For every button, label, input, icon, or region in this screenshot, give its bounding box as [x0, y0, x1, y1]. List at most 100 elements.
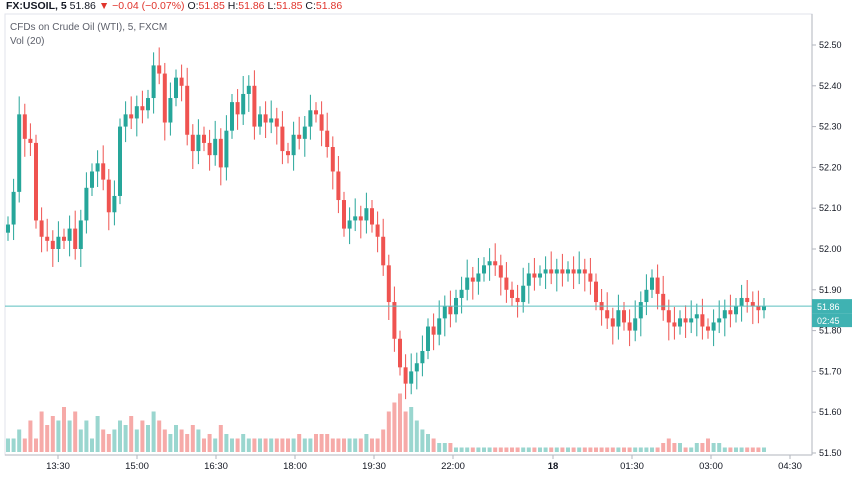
candle-body — [162, 73, 167, 123]
volume-bar — [319, 434, 324, 452]
candle-body — [577, 269, 582, 274]
volume-bar — [174, 425, 178, 452]
candle-body — [554, 269, 559, 274]
volume-bar — [370, 438, 374, 452]
volume-bar — [560, 447, 565, 452]
volume-bar — [263, 438, 268, 452]
candle-body — [319, 114, 324, 131]
volume-bar — [454, 447, 458, 452]
candle-body — [526, 273, 531, 286]
volume-bar — [594, 447, 598, 452]
volume-bar — [538, 447, 542, 452]
volume-bar — [683, 447, 688, 452]
volume-bar — [381, 429, 386, 452]
candle-body — [213, 138, 218, 156]
candle-body — [616, 310, 621, 327]
volume-bar — [689, 447, 694, 452]
candle-body — [263, 114, 268, 123]
volume-bar — [353, 438, 358, 452]
volume-bar — [644, 447, 649, 452]
volume-bar — [706, 438, 710, 452]
y-tick-label: 51.80 — [819, 326, 842, 336]
candle-body — [633, 318, 638, 331]
candle-body — [347, 220, 352, 229]
candle-body — [185, 85, 190, 135]
candle-body — [409, 371, 414, 384]
y-tick-label: 52.50 — [819, 40, 842, 50]
volume-bar — [470, 447, 475, 452]
candle-body — [487, 261, 492, 266]
volume-bar — [577, 447, 582, 452]
volume-bar — [218, 425, 223, 452]
candle-body — [297, 134, 302, 139]
candle-body — [538, 273, 542, 278]
volume-bar — [274, 438, 279, 452]
candle-body — [582, 269, 587, 274]
candle-body — [196, 134, 201, 152]
y-tick-label: 51.70 — [819, 366, 842, 376]
candle-body — [11, 191, 16, 225]
volume-bar — [526, 447, 531, 452]
volume-bar — [448, 443, 453, 452]
volume-bar — [45, 425, 50, 452]
volume-bar — [465, 447, 470, 452]
y-tick-label: 52.20 — [819, 162, 842, 172]
volume-bar — [543, 447, 548, 452]
candle-body — [745, 297, 750, 303]
candle-body — [364, 208, 369, 221]
low-value: 51.85 — [276, 0, 303, 12]
volume-bar — [190, 425, 195, 452]
last-price: 51.86 — [69, 0, 96, 12]
volume-bar — [252, 438, 257, 452]
candle-body — [358, 216, 363, 221]
volume-bar — [67, 420, 72, 452]
volume-bar — [185, 434, 190, 452]
candle-body — [532, 273, 537, 278]
candle-body — [661, 293, 666, 311]
volume-bar — [605, 447, 610, 452]
volume-bar — [151, 411, 156, 452]
candle-body — [694, 314, 699, 319]
volume-bar — [627, 447, 632, 452]
volume-bar — [241, 434, 246, 452]
volume-bar — [269, 438, 274, 452]
candle-body — [314, 110, 318, 115]
volume-bar — [554, 447, 559, 452]
volume-bar — [78, 429, 83, 452]
candle-body — [101, 163, 106, 180]
volume-bar — [638, 447, 643, 452]
volume-bar — [90, 438, 94, 452]
volume-bar — [739, 447, 744, 452]
candle-body — [39, 220, 44, 237]
candle-body — [280, 126, 285, 152]
volume-bar — [95, 416, 100, 452]
volume-bar — [196, 429, 201, 452]
candle-body — [392, 302, 397, 339]
volume-bar — [661, 443, 666, 452]
candle-body — [672, 322, 677, 327]
candle-body — [571, 269, 576, 274]
volume-bar — [633, 447, 638, 452]
candle-body — [84, 187, 89, 221]
volume-bar — [610, 447, 615, 452]
volume-bar — [734, 447, 738, 452]
volume-bar — [302, 438, 307, 452]
candle-body — [157, 65, 162, 74]
volume-bar — [28, 420, 33, 452]
volume-bar — [146, 425, 150, 452]
candle-body — [67, 228, 72, 241]
change-arrow-icon: ▼ — [98, 0, 110, 12]
candle-body — [666, 310, 671, 323]
volume-bar — [224, 434, 229, 452]
open-label: O: — [187, 0, 199, 12]
volume-bar — [179, 429, 184, 452]
volume-bar — [330, 438, 335, 452]
candle-body — [482, 265, 486, 274]
y-tick-label: 52.10 — [819, 203, 842, 213]
volume-bar — [650, 447, 654, 452]
candle-body — [431, 326, 436, 335]
volume-bar — [11, 438, 16, 452]
volume-bar — [700, 443, 705, 452]
candle-body — [588, 273, 593, 282]
